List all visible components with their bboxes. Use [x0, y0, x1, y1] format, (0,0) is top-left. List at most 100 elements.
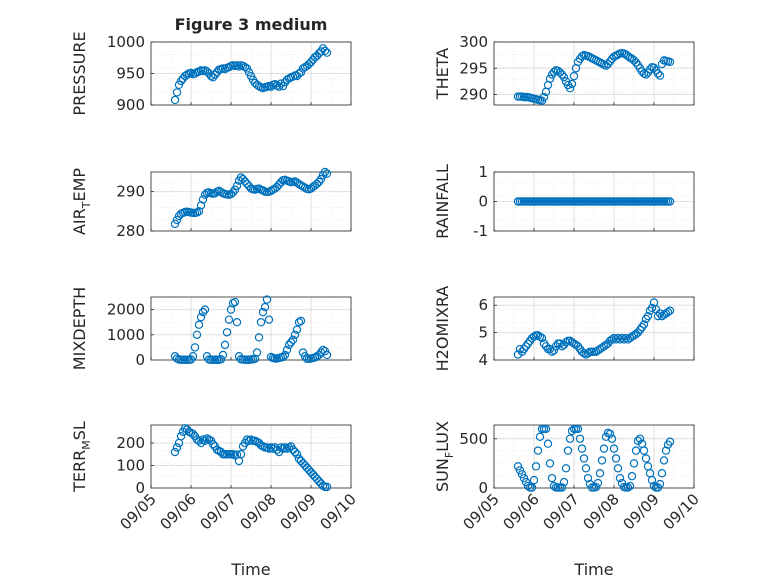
data-point: [611, 335, 621, 344]
data-point: [254, 81, 264, 91]
data-point: [206, 71, 216, 81]
data-point: [593, 478, 603, 488]
data-point: [621, 333, 631, 343]
data-point: [196, 312, 206, 322]
subplot-1: 900 950 1000 PRESSURE: [70, 31, 352, 116]
data-point: [196, 201, 206, 210]
data-point: [216, 355, 226, 364]
data-point: [176, 76, 186, 86]
y-tick-label: 1000: [107, 326, 145, 344]
data-point: [224, 315, 234, 324]
y-tick-label: 1000: [107, 33, 145, 51]
y-tick-label: 0: [135, 479, 145, 497]
subplot-6: 4 5 6 H2OMIXRA: [433, 286, 695, 371]
y-tick-label: 0: [478, 193, 488, 211]
data-point: [615, 473, 625, 483]
data-point: [292, 450, 302, 459]
data-point: [563, 446, 573, 455]
data-point: [284, 340, 294, 350]
y-tick-label: 1: [478, 163, 488, 181]
y-tick-label: 290: [459, 86, 488, 104]
data-point: [607, 335, 617, 344]
data-point: [192, 330, 202, 339]
data-point: [290, 330, 300, 339]
data-point: [194, 207, 204, 216]
data-point: [613, 464, 623, 473]
data-point: [649, 63, 659, 72]
data-point: [617, 333, 627, 343]
data-point: [294, 318, 304, 327]
x-axis-label-right: Time: [573, 560, 613, 579]
data-point: [232, 61, 242, 70]
data-point: [300, 183, 310, 192]
data-point: [559, 477, 569, 487]
data-point: [529, 332, 539, 341]
data-point: [641, 70, 651, 79]
data-point: [595, 469, 605, 478]
data-point: [605, 429, 615, 439]
data-point: [611, 454, 621, 463]
data-point: [547, 347, 557, 356]
data-point: [647, 475, 657, 485]
subplot-2: 290 295 300 THETA: [433, 33, 695, 106]
y-axis-label: MIXDEPTH: [70, 287, 89, 370]
data-point: [282, 345, 292, 355]
data-point: [543, 439, 553, 448]
data-point: [629, 459, 639, 468]
data-point: [258, 307, 268, 317]
data-point: [613, 333, 623, 343]
y-tick-label: 500: [459, 430, 488, 448]
data-point: [573, 424, 583, 434]
data-point: [599, 444, 609, 453]
y-tick-label: 6: [478, 296, 488, 314]
data-point: [290, 447, 300, 457]
data-point: [208, 73, 218, 82]
data-point: [537, 333, 547, 343]
data-point: [200, 436, 210, 445]
data-point: [657, 469, 667, 478]
data-point: [306, 57, 316, 67]
data-point: [561, 337, 571, 347]
data-point: [232, 318, 242, 327]
data-point: [172, 215, 182, 225]
data-point: [523, 481, 533, 491]
data-point: [170, 447, 180, 457]
data-point: [170, 95, 180, 105]
data-point: [194, 436, 204, 445]
data-point: [653, 69, 663, 78]
data-point: [260, 302, 270, 312]
data-point: [222, 328, 232, 337]
data-point: [645, 65, 655, 74]
axes-frame: [493, 424, 695, 489]
data-point: [296, 316, 306, 326]
data-point: [176, 432, 186, 441]
data-point: [286, 338, 296, 347]
data-point: [583, 473, 593, 483]
data-point: [591, 482, 601, 492]
data-point: [545, 74, 555, 83]
data-point: [631, 58, 641, 67]
data-point: [322, 169, 332, 178]
data-point: [218, 350, 228, 360]
y-tick-label: 300: [459, 33, 488, 51]
x-axis-label-left: Time: [230, 560, 270, 579]
data-point: [529, 475, 539, 485]
data-point: [224, 62, 234, 72]
data-point: [549, 346, 559, 355]
subplot-5: 0 1000 2000 MIXDEPTH: [70, 287, 352, 370]
axes-frame: [150, 424, 352, 489]
data-point: [232, 181, 242, 190]
data-point: [198, 195, 208, 204]
figure-title: Figure 3 medium: [175, 15, 328, 34]
data-point: [200, 305, 210, 314]
data-point: [288, 335, 298, 345]
data-point: [559, 72, 569, 82]
data-point: [198, 307, 208, 317]
data-point: [521, 477, 531, 487]
data-point: [280, 350, 290, 360]
y-tick-label: -1: [473, 222, 488, 240]
data-point: [256, 318, 266, 327]
y-tick-label: 280: [116, 222, 145, 240]
data-point: [665, 306, 675, 315]
